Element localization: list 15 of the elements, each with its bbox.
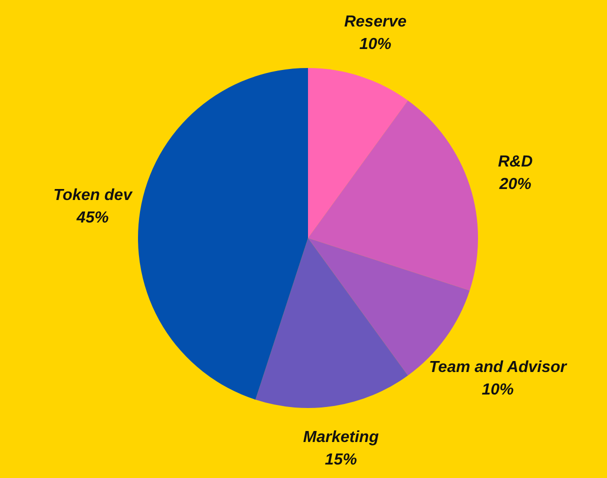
slice-label: Team and Advisor (428, 358, 568, 376)
pie-slice (308, 238, 470, 376)
pie-slice (308, 100, 478, 291)
data-label: 20% (498, 176, 532, 194)
slice-label: Reserve (344, 14, 407, 31)
data-label: 45% (76, 209, 109, 226)
data-label: 15% (324, 451, 357, 468)
slice-label: R&D (498, 154, 534, 171)
pie-slice (255, 238, 408, 408)
slice-label: Marketing (303, 428, 379, 446)
pie-slice (138, 68, 308, 400)
data-label: 10% (359, 36, 392, 54)
data-label: 10% (482, 381, 514, 398)
slice-label: Token dev (53, 186, 134, 204)
pie-slice (308, 68, 408, 238)
